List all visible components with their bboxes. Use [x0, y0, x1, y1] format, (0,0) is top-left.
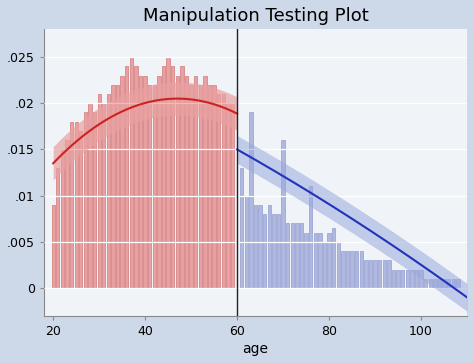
Bar	[125, 66, 128, 288]
Bar	[410, 270, 413, 288]
Bar	[199, 85, 202, 288]
Bar	[364, 260, 367, 288]
Bar	[157, 76, 161, 288]
Bar	[139, 76, 142, 288]
Bar	[84, 113, 87, 288]
Bar	[438, 279, 441, 288]
Bar	[272, 214, 275, 288]
Bar	[111, 85, 115, 288]
Bar	[240, 168, 243, 288]
Bar	[120, 76, 124, 288]
Bar	[79, 131, 82, 288]
Bar	[56, 168, 59, 288]
Bar	[346, 251, 349, 288]
Bar	[171, 66, 174, 288]
Bar	[378, 260, 382, 288]
Bar	[309, 187, 312, 288]
Bar	[226, 103, 229, 288]
Bar	[102, 103, 105, 288]
Bar	[360, 251, 363, 288]
Bar	[107, 94, 110, 288]
Bar	[222, 94, 225, 288]
Bar	[424, 279, 428, 288]
Bar	[65, 140, 69, 288]
Bar	[116, 85, 119, 288]
Bar	[282, 140, 285, 288]
Bar	[185, 76, 188, 288]
Bar	[355, 251, 358, 288]
Bar	[350, 251, 354, 288]
Bar	[328, 233, 331, 288]
Bar	[217, 94, 220, 288]
Bar	[134, 66, 137, 288]
Bar	[337, 242, 340, 288]
Bar	[208, 85, 211, 288]
Bar	[396, 270, 400, 288]
Bar	[88, 103, 91, 288]
Bar	[401, 270, 404, 288]
Bar	[176, 76, 179, 288]
Bar	[318, 233, 321, 288]
Bar	[231, 103, 234, 288]
Bar	[93, 113, 96, 288]
Bar	[387, 260, 391, 288]
Bar	[52, 205, 55, 288]
Bar	[428, 279, 432, 288]
Bar	[148, 85, 151, 288]
Bar	[190, 85, 193, 288]
Bar	[442, 279, 446, 288]
Bar	[447, 279, 450, 288]
Bar	[341, 251, 345, 288]
Bar	[70, 122, 73, 288]
Bar	[433, 279, 437, 288]
Bar	[369, 260, 372, 288]
Bar	[245, 196, 248, 288]
Bar	[194, 76, 197, 288]
Bar	[314, 233, 317, 288]
Bar	[419, 270, 423, 288]
Bar	[268, 205, 271, 288]
Bar	[130, 57, 133, 288]
Bar	[295, 223, 299, 288]
Bar	[144, 76, 147, 288]
Bar	[300, 223, 303, 288]
Bar	[258, 205, 262, 288]
Bar	[291, 223, 294, 288]
Bar	[392, 270, 395, 288]
Bar	[203, 76, 207, 288]
Bar	[456, 279, 459, 288]
Title: Manipulation Testing Plot: Manipulation Testing Plot	[143, 7, 368, 25]
Bar	[74, 122, 78, 288]
Bar	[286, 223, 289, 288]
Bar	[98, 94, 101, 288]
Bar	[162, 66, 165, 288]
Bar	[304, 233, 308, 288]
Bar	[415, 270, 418, 288]
Bar	[263, 214, 266, 288]
Bar	[166, 57, 170, 288]
Bar	[180, 66, 183, 288]
Bar	[254, 205, 257, 288]
Bar	[374, 260, 377, 288]
Bar	[383, 260, 386, 288]
X-axis label: age: age	[243, 342, 268, 356]
Bar	[452, 279, 455, 288]
Bar	[249, 113, 253, 288]
Bar	[406, 270, 409, 288]
Bar	[332, 228, 335, 288]
Bar	[212, 85, 216, 288]
Bar	[277, 214, 280, 288]
Bar	[153, 85, 156, 288]
Bar	[323, 242, 326, 288]
Bar	[61, 150, 64, 288]
